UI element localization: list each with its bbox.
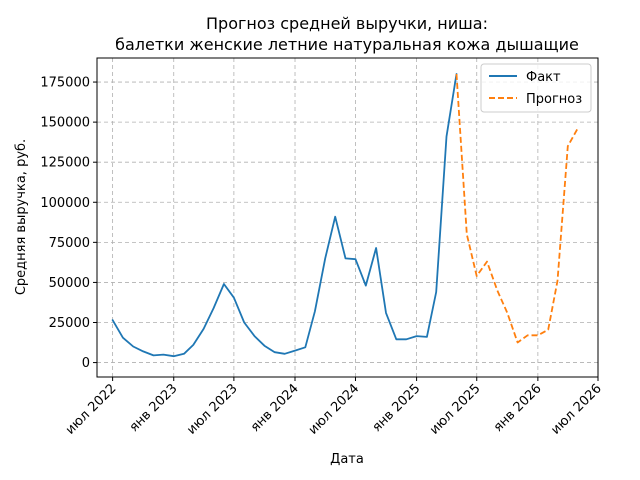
y-tick-label: 50000 — [49, 276, 90, 291]
y-tick-label: 150000 — [40, 116, 90, 131]
x-axis-label: Дата — [330, 452, 364, 467]
series-lines — [111, 73, 579, 358]
y-tick-label: 0 — [82, 356, 90, 371]
series-line-0 — [111, 73, 458, 358]
y-tick-label: 25000 — [49, 316, 90, 331]
y-axis-ticks: 0 25000 50000 75000 100000 125000 150000 175000 — [40, 76, 97, 371]
chart-title-line-1: Прогноз средней выручки, ниша: — [206, 14, 488, 33]
y-tick-label: 175000 — [40, 76, 90, 91]
series-line-1 — [455, 73, 579, 344]
legend-label-fact: Факт — [526, 70, 561, 85]
legend-label-forecast: Прогноз — [526, 92, 582, 107]
y-tick-label: 125000 — [40, 156, 90, 171]
legend: Факт Прогноз — [480, 63, 592, 113]
y-axis-label: Средняя выручка, руб. — [14, 139, 29, 295]
chart-title-line-2: балетки женские летние натуральная кожа … — [115, 35, 579, 54]
plot-frame — [96, 57, 599, 378]
y-tick-label: 75000 — [49, 236, 90, 251]
y-tick-label: 100000 — [40, 196, 90, 211]
